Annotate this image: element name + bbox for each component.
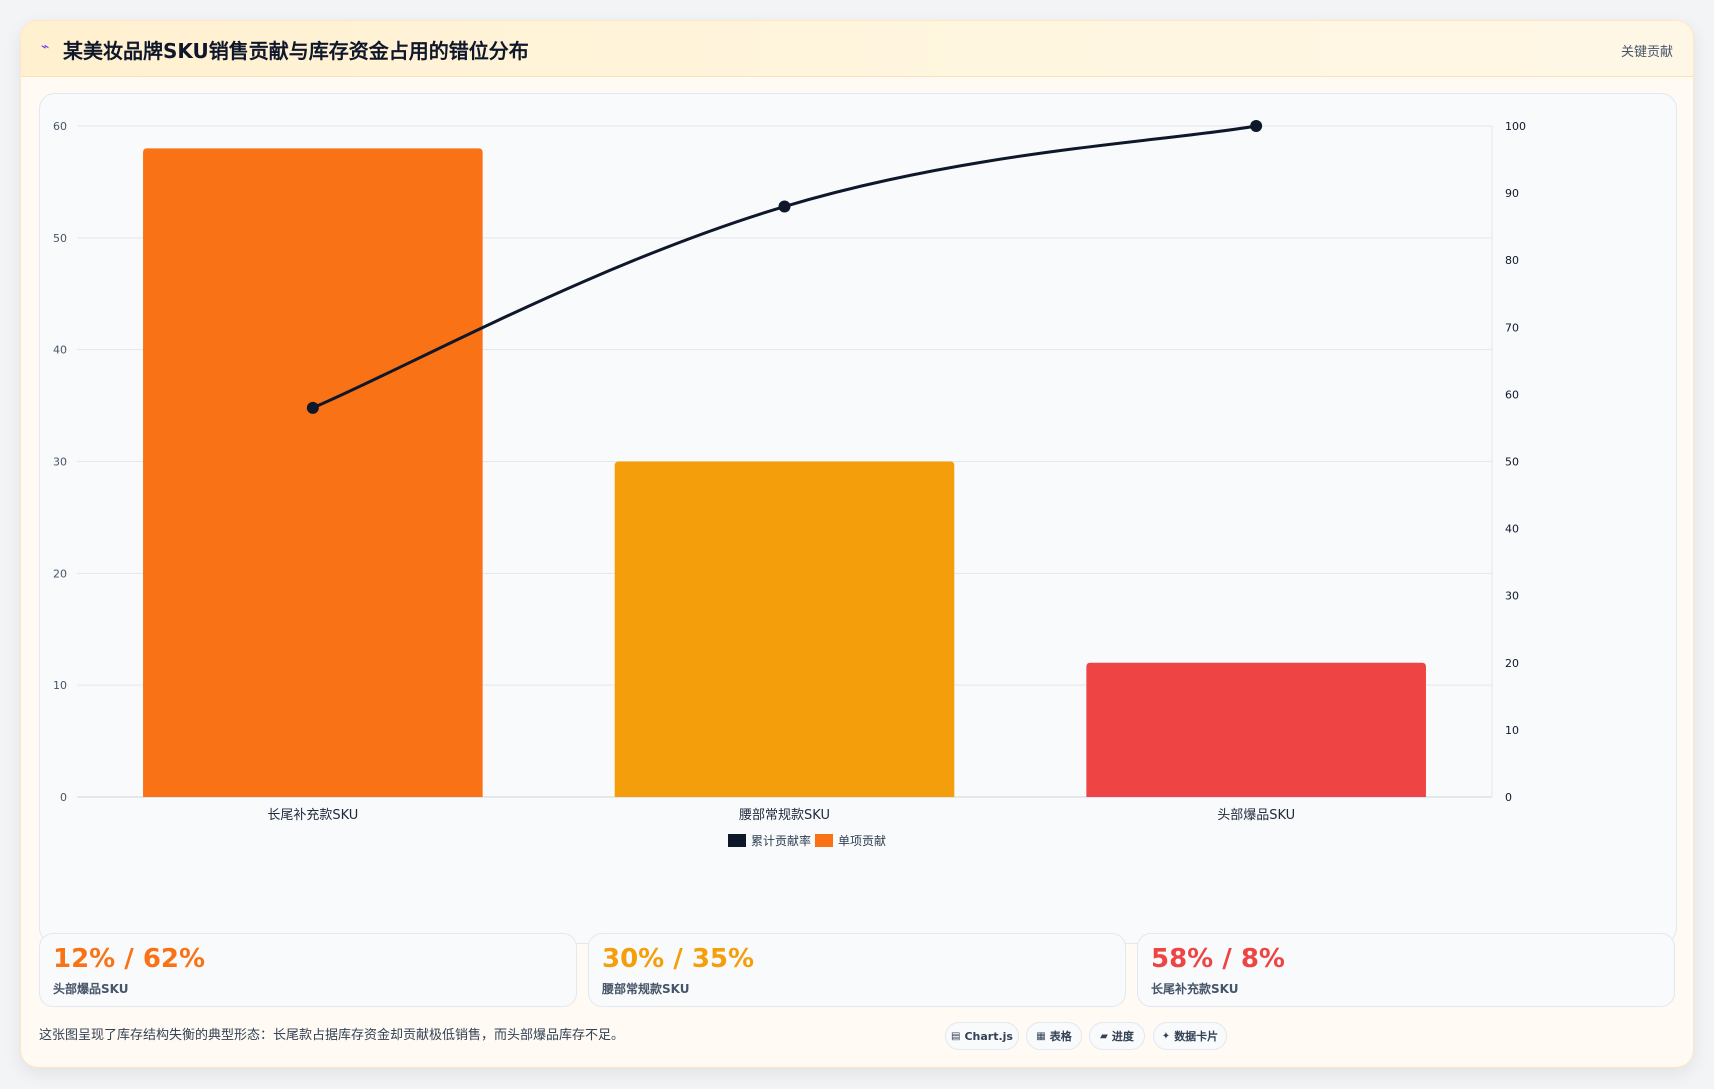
chart-panel: 0 10 20 30 40 50 60 0 10 20 30 40 50 60 70 80 90 100 长尾补充款…	[39, 93, 1677, 944]
card-icon: ✦	[1161, 1030, 1171, 1042]
y-right-tick-label: 10	[1505, 724, 1519, 737]
card-header: ⌁ 某美妆品牌SKU销售贡献与库存资金占用的错位分布 关键贡献	[21, 21, 1693, 77]
chart-icon: ⌁	[41, 39, 50, 55]
table-icon: ▦	[1036, 1030, 1046, 1042]
bar-chart-icon: ▤	[951, 1030, 961, 1042]
stat-label: 长尾补充款SKU	[1151, 982, 1239, 996]
line-point	[778, 200, 791, 213]
y-right-tick-label: 40	[1505, 523, 1519, 536]
progress-icon: ▰	[1100, 1030, 1108, 1042]
x-tick-label: 头部爆品SKU	[1217, 808, 1295, 823]
y-right-tick-label: 90	[1505, 187, 1519, 200]
y-left-tick-label: 0	[60, 791, 67, 804]
y-left-tick-label: 40	[53, 344, 67, 357]
chart-card: ⌁ 某美妆品牌SKU销售贡献与库存资金占用的错位分布 关键贡献 0 10 20 30 4…	[20, 20, 1694, 1068]
tab-label: 进度	[1111, 1030, 1134, 1043]
stat-card-top: 12% / 62% 头部爆品SKU	[39, 933, 577, 1007]
tab-label: 数据卡片	[1174, 1030, 1219, 1043]
stat-card-mid: 30% / 35% 腰部常规款SKU	[588, 933, 1126, 1007]
y-right-tick-label: 20	[1505, 657, 1519, 670]
y-right-tick-label: 0	[1505, 791, 1512, 804]
tab-label: Chart.js	[964, 1029, 1013, 1043]
legend-swatch	[815, 834, 833, 847]
chart-description: 这张图呈现了库存结构失衡的典型形态：长尾款占据库存资金却贡献极低销售，而头部爆品…	[39, 1028, 625, 1043]
stat-label: 头部爆品SKU	[53, 982, 129, 996]
tab-data-cards[interactable]: ✦ 数据卡片	[1153, 1022, 1227, 1050]
stat-value: 30% / 35%	[602, 944, 755, 974]
stat-value: 58% / 8%	[1151, 944, 1285, 974]
y-left-tick-label: 50	[53, 232, 67, 245]
y-left-tick-label: 10	[53, 679, 67, 692]
tab-progress[interactable]: ▰ 进度	[1089, 1022, 1145, 1050]
x-tick-label: 长尾补充款SKU	[267, 807, 358, 823]
line-point	[1250, 120, 1263, 132]
y-right-tick-label: 100	[1505, 120, 1526, 133]
tab-label: 表格	[1049, 1030, 1072, 1043]
bar	[143, 148, 483, 797]
y-right-tick-label: 80	[1505, 254, 1519, 267]
line-point	[306, 401, 319, 414]
y-left-tick-label: 60	[53, 120, 67, 133]
x-tick-label: 腰部常规款SKU	[739, 808, 830, 823]
y-right-tick-label: 60	[1505, 388, 1519, 401]
legend-label: 单项贡献	[838, 833, 886, 848]
y-left-tick-label: 30	[53, 456, 67, 469]
tab-chartjs[interactable]: ▤ Chart.js	[945, 1022, 1019, 1050]
stat-label: 腰部常规款SKU	[602, 982, 690, 996]
page-title: 某美妆品牌SKU销售贡献与库存资金占用的错位分布	[63, 39, 529, 63]
y-right-tick-label: 50	[1505, 456, 1519, 469]
y-left-tick-label: 20	[53, 567, 67, 580]
stat-card-tail: 58% / 8% 长尾补充款SKU	[1137, 933, 1675, 1007]
stat-value: 12% / 62%	[53, 944, 206, 974]
y-right-tick-label: 70	[1505, 321, 1519, 334]
bar	[614, 461, 955, 797]
tab-table[interactable]: ▦ 表格	[1026, 1022, 1082, 1050]
legend-label: 累计贡献率	[751, 833, 811, 848]
bar	[1086, 662, 1426, 797]
key-contribution-link[interactable]: 关键贡献	[1620, 45, 1673, 60]
legend-swatch	[728, 834, 746, 847]
pareto-chart: 0 10 20 30 40 50 60 0 10 20 30 40 50 60 70 80 90 100 长尾补充款…	[53, 120, 1526, 848]
y-right-tick-label: 30	[1505, 590, 1519, 603]
